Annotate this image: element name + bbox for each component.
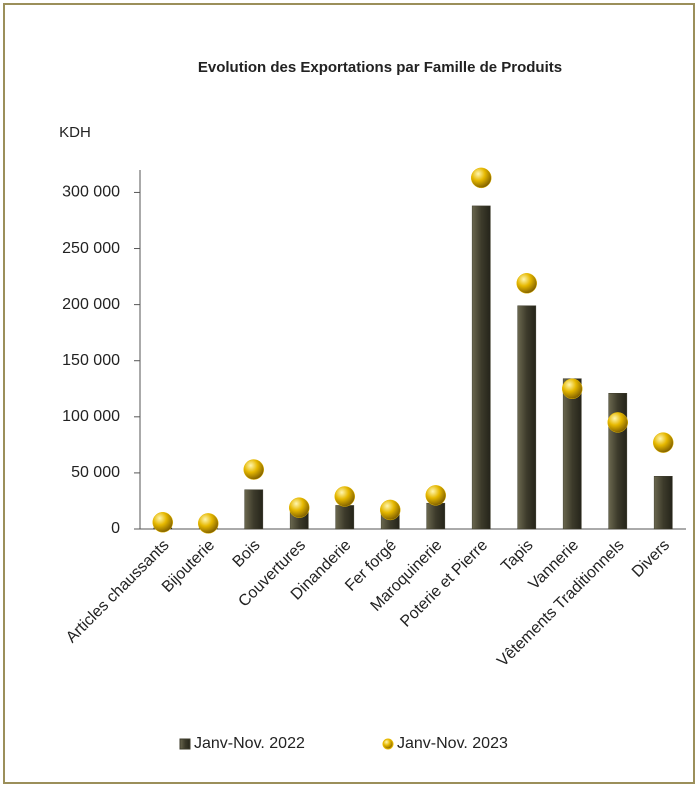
y-tick-label: 0: [111, 520, 120, 537]
marker: [471, 167, 492, 189]
marker: [607, 412, 628, 433]
bar: [335, 505, 355, 530]
bar: [562, 378, 582, 530]
y-tick-label: 50 000: [71, 464, 120, 481]
y-tick-label: 100 000: [62, 408, 120, 425]
y-tick-label: 300 000: [62, 184, 120, 201]
marker: [334, 486, 355, 507]
chart-title: Evolution des Exportations par Famille d…: [198, 59, 562, 76]
marker: [653, 432, 674, 453]
marker: [243, 459, 264, 480]
bar: [426, 502, 446, 530]
marker: [516, 273, 537, 294]
marker: [380, 499, 401, 521]
legend-label: Janv-Nov. 2023: [397, 735, 508, 752]
y-axis-label: KDH: [59, 124, 91, 141]
y-tick-label: 200 000: [62, 296, 120, 313]
bar: [244, 489, 264, 530]
bar: [517, 305, 537, 530]
marker: [289, 497, 310, 518]
y-tick-label: 150 000: [62, 352, 120, 369]
y-tick-label: 250 000: [62, 240, 120, 257]
frame: [3, 3, 695, 784]
bar: [471, 205, 491, 530]
marker: [562, 378, 583, 400]
marker: [425, 485, 446, 506]
bar: [653, 476, 673, 530]
legend-label: Janv-Nov. 2022: [194, 735, 305, 752]
legend-swatch: [382, 738, 394, 750]
marker: [198, 513, 219, 534]
legend-swatch: [179, 738, 191, 750]
marker: [152, 512, 173, 533]
